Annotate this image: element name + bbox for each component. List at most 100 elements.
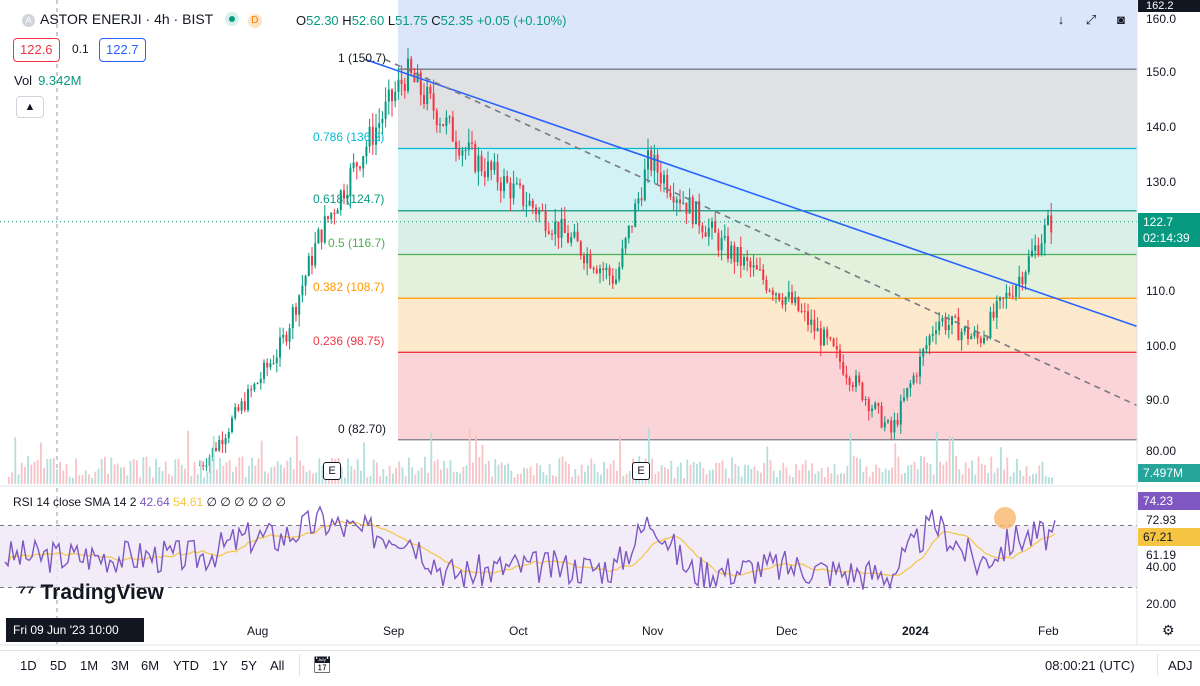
timeframe-all[interactable]: All [270, 658, 285, 673]
candle-body [611, 275, 614, 284]
volume-bar [596, 472, 599, 484]
candle-body [381, 118, 384, 124]
candle-body [1018, 276, 1021, 286]
volume-bar [894, 443, 897, 484]
candle-body [679, 199, 681, 204]
volume-bar [993, 472, 996, 484]
candle-body [483, 171, 486, 178]
timeframe-3m[interactable]: 3M [111, 658, 130, 673]
volume-bar [427, 472, 429, 484]
volume-bar [680, 462, 682, 484]
timeframe-ytd[interactable]: YTD [173, 658, 199, 673]
volume-bar [750, 468, 753, 484]
candle-body [525, 205, 528, 207]
timeframe-1m[interactable]: 1M [80, 658, 99, 673]
candle-body [928, 335, 931, 346]
volume-bar [446, 468, 449, 484]
date-range-icon[interactable]: 📅︎ [312, 657, 333, 674]
volume-bar [667, 468, 669, 484]
fullscreen-icon[interactable]: ⤢ [1085, 12, 1097, 27]
spread-value: 0.1 [72, 42, 89, 56]
candle-body [762, 269, 765, 280]
volume-bar [817, 471, 820, 484]
clock-readout[interactable]: 08:00:21 (UTC) [1045, 658, 1135, 673]
volume-bar [353, 469, 356, 484]
volume-bar [657, 471, 660, 484]
volume-bar [859, 458, 861, 484]
volume-bar [430, 432, 433, 484]
candle-body [506, 176, 509, 183]
volume-bar [468, 429, 471, 484]
volume-bar [411, 467, 413, 484]
candle-body [541, 210, 544, 212]
candle-body [368, 126, 371, 147]
candle-body [647, 150, 649, 170]
rsi-value-label: 74.23 [1138, 492, 1200, 510]
candle-body [346, 195, 349, 199]
volume-bar [232, 471, 234, 484]
fib-zone [398, 210, 1137, 255]
timeframe-6m[interactable]: 6M [141, 658, 160, 673]
volume-legend[interactable]: Vol 9.342M [14, 73, 81, 88]
divider [299, 654, 300, 676]
candle-body [1031, 250, 1033, 257]
candle-body [957, 316, 960, 341]
timeframe-5y[interactable]: 5Y [241, 658, 257, 673]
adjust-data-button[interactable]: ADJ [1168, 658, 1193, 673]
candle-body [947, 324, 950, 331]
candle-body [240, 401, 243, 411]
volume-bar [72, 477, 74, 484]
volume-bar [20, 462, 23, 484]
candle-body [554, 221, 557, 235]
volume-bar [753, 466, 756, 484]
symbol-title[interactable]: A ASTOR ENERJI · 4h · BIST D [22, 11, 262, 28]
timeframe-1y[interactable]: 1Y [212, 658, 228, 673]
volume-bar [510, 470, 513, 484]
candle-body [237, 407, 240, 411]
candle-body [288, 328, 291, 342]
volume-bar [968, 468, 970, 484]
earnings-marker[interactable]: E [632, 462, 650, 480]
volume-bar [465, 465, 468, 484]
tradingview-logo[interactable]: ⁷⁷ TradingView [18, 581, 164, 605]
candle-body [247, 389, 249, 410]
candle-body [605, 267, 608, 271]
volume-bar [731, 457, 733, 484]
volume-bar [897, 456, 900, 484]
volume-bar [59, 461, 61, 484]
candle-body [282, 334, 285, 338]
candle-body [394, 91, 397, 102]
candle-body [544, 210, 547, 232]
rsi-legend[interactable]: RSI 14 close SMA 14 2 42.64 54.61 ∅ ∅ ∅ … [13, 495, 286, 509]
candle-body [1024, 272, 1027, 284]
candle-body [1034, 245, 1037, 251]
volume-bar [1041, 461, 1044, 484]
volume-bar [104, 456, 106, 484]
timeframe-5d[interactable]: 5D [50, 658, 67, 673]
data-delay-badge: D [247, 14, 262, 28]
price-tick: 100.0 [1146, 339, 1177, 353]
bottom-toolbar [0, 650, 1200, 686]
candle-body [967, 326, 969, 339]
candle-body [231, 418, 233, 432]
buy-price-button[interactable]: 122.7 [99, 38, 146, 62]
candle-body [458, 148, 461, 156]
volume-bar [177, 458, 180, 484]
collapse-legend-button[interactable]: ▲ [16, 96, 44, 118]
candle-body [800, 310, 803, 312]
fib-label-0786: 0.786 (136.2) [313, 130, 385, 144]
candle-body [1050, 215, 1053, 233]
settings-gear-icon[interactable]: ⚙ [1162, 622, 1175, 638]
volume-bar [155, 458, 157, 484]
volume-bar [260, 440, 263, 484]
camera-icon[interactable]: ◙ [1117, 12, 1125, 27]
volume-bar [1025, 466, 1028, 484]
volume-bar [478, 457, 481, 484]
sell-price-button[interactable]: 122.6 [13, 38, 60, 62]
arrow-down-icon[interactable]: ↓ [1057, 12, 1065, 27]
volume-bar [187, 430, 189, 484]
candle-body [403, 83, 406, 91]
timeframe-1d[interactable]: 1D [20, 658, 37, 673]
earnings-marker[interactable]: E [323, 462, 341, 480]
